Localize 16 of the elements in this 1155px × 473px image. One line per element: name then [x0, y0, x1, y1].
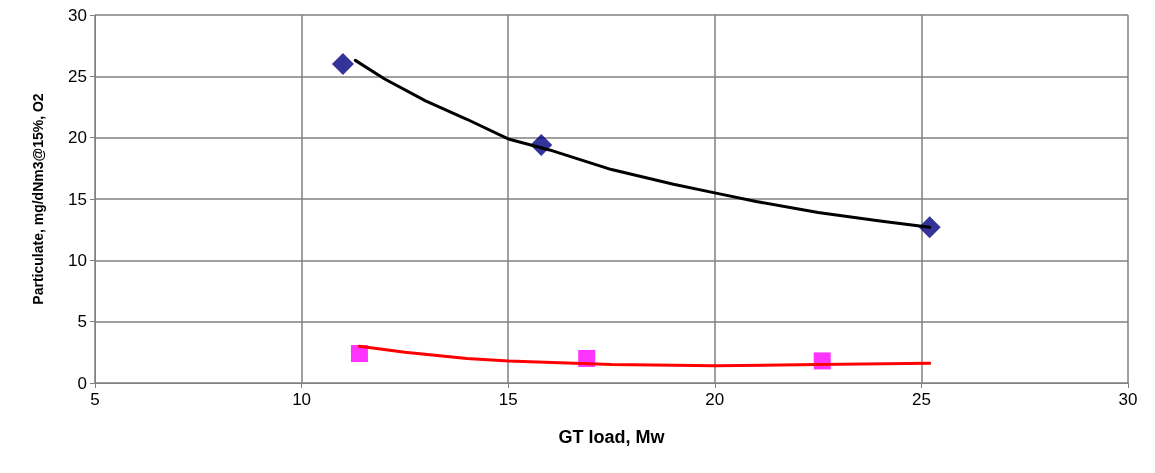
x-tick-label: 5	[90, 390, 100, 409]
x-tick-label: 15	[498, 390, 518, 409]
y-tick-label: 15	[68, 189, 87, 209]
y-tick-label: 5	[77, 312, 87, 332]
y-tick-label: 25	[68, 66, 87, 86]
x-axis-title: GT load, Mw	[558, 427, 666, 447]
x-tick-label: 20	[705, 390, 725, 409]
y-tick-label: 10	[68, 250, 87, 270]
y-tick-label: 30	[68, 5, 87, 25]
y-tick-label: 20	[68, 128, 87, 148]
x-tick-label: 10	[292, 390, 312, 409]
y-axis-title: Particulate, mg/dNm3@15%, O2	[30, 93, 46, 305]
x-tick-label: 30	[1118, 390, 1138, 409]
point	[331, 53, 354, 76]
y-tick-label: 0	[77, 373, 87, 393]
x-tick-label: 25	[911, 390, 931, 409]
